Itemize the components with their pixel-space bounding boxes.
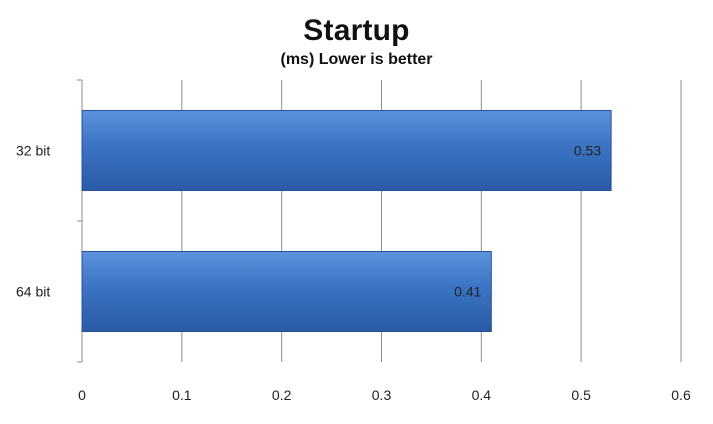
x-tick-label: 0 [78,387,86,403]
data-label: 0.53 [574,143,601,159]
bar [81,251,492,332]
x-tick-label: 0.2 [272,387,292,403]
x-tick-label: 0.1 [172,387,192,403]
x-tick-label: 0.4 [472,387,492,403]
chart-title: Startup [303,14,410,47]
chart-subtitle: (ms) Lower is better [280,51,433,68]
bars [81,110,612,332]
labels: 0 0.1 0.2 0.3 0.4 0.5 0.6 32 bit 0.53 64 bit 0.41 [16,143,691,404]
y-category-label: 64 bit [16,284,50,300]
x-tick-label: 0.6 [671,387,691,403]
bar [81,110,612,191]
x-tick-label: 0.3 [372,387,392,403]
y-category-label: 32 bit [16,143,50,159]
x-tick-label: 0.5 [571,387,591,403]
data-label: 0.41 [454,284,481,300]
